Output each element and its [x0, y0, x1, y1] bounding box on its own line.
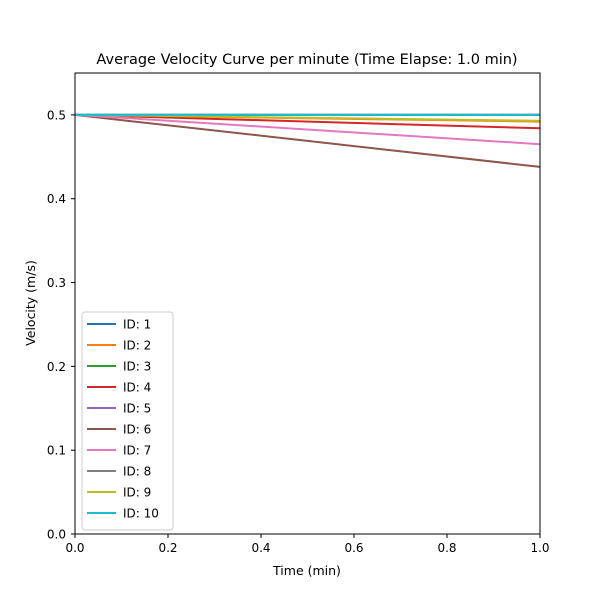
- series-line-4: [74, 113, 541, 130]
- legend-label: ID: 2: [123, 339, 151, 353]
- y-tick-label: 0.2: [47, 360, 66, 374]
- x-axis-label: Time (min): [272, 563, 341, 578]
- legend-label: ID: 5: [123, 402, 151, 416]
- legend-label: ID: 6: [123, 423, 151, 437]
- y-tick-label: 0.1: [47, 444, 66, 458]
- series-line-7: [74, 113, 541, 146]
- legend: ID: 1 ID: 2 ID: 3 ID: 4 ID: 5 ID: 6 ID: 7 ID: 8…: [81, 311, 174, 531]
- legend-label: ID: 10: [123, 507, 159, 521]
- legend-label: ID: 4: [123, 381, 151, 395]
- legend-label: ID: 1: [123, 318, 151, 332]
- x-axis-ticks: 0.0 0.2 0.4 0.6 0.8 1.0: [65, 534, 550, 555]
- y-axis-label: Velocity (m/s): [23, 260, 38, 346]
- legend-label: ID: 9: [123, 486, 151, 500]
- series-layer: [74, 113, 541, 168]
- x-tick-label: 1.0: [530, 541, 549, 555]
- series-line-6: [74, 113, 541, 168]
- y-tick-label: 0.3: [47, 276, 66, 290]
- x-tick-label: 0.8: [437, 541, 456, 555]
- legend-label: ID: 7: [123, 444, 151, 458]
- y-tick-label: 0.0: [47, 528, 66, 542]
- x-tick-label: 0.6: [344, 541, 363, 555]
- x-tick-label: 0.0: [65, 541, 84, 555]
- x-tick-label: 0.4: [251, 541, 270, 555]
- legend-label: ID: 8: [123, 465, 151, 479]
- legend-label: ID: 3: [123, 360, 151, 374]
- chart-title: Average Velocity Curve per minute (Time …: [96, 52, 517, 68]
- y-axis-ticks: 0.0 0.1 0.2 0.3 0.4 0.5: [47, 108, 75, 542]
- plot-area-frame: [74, 72, 541, 535]
- y-tick-label: 0.4: [47, 192, 66, 206]
- y-tick-label: 0.5: [47, 108, 66, 122]
- x-tick-label: 0.2: [158, 541, 177, 555]
